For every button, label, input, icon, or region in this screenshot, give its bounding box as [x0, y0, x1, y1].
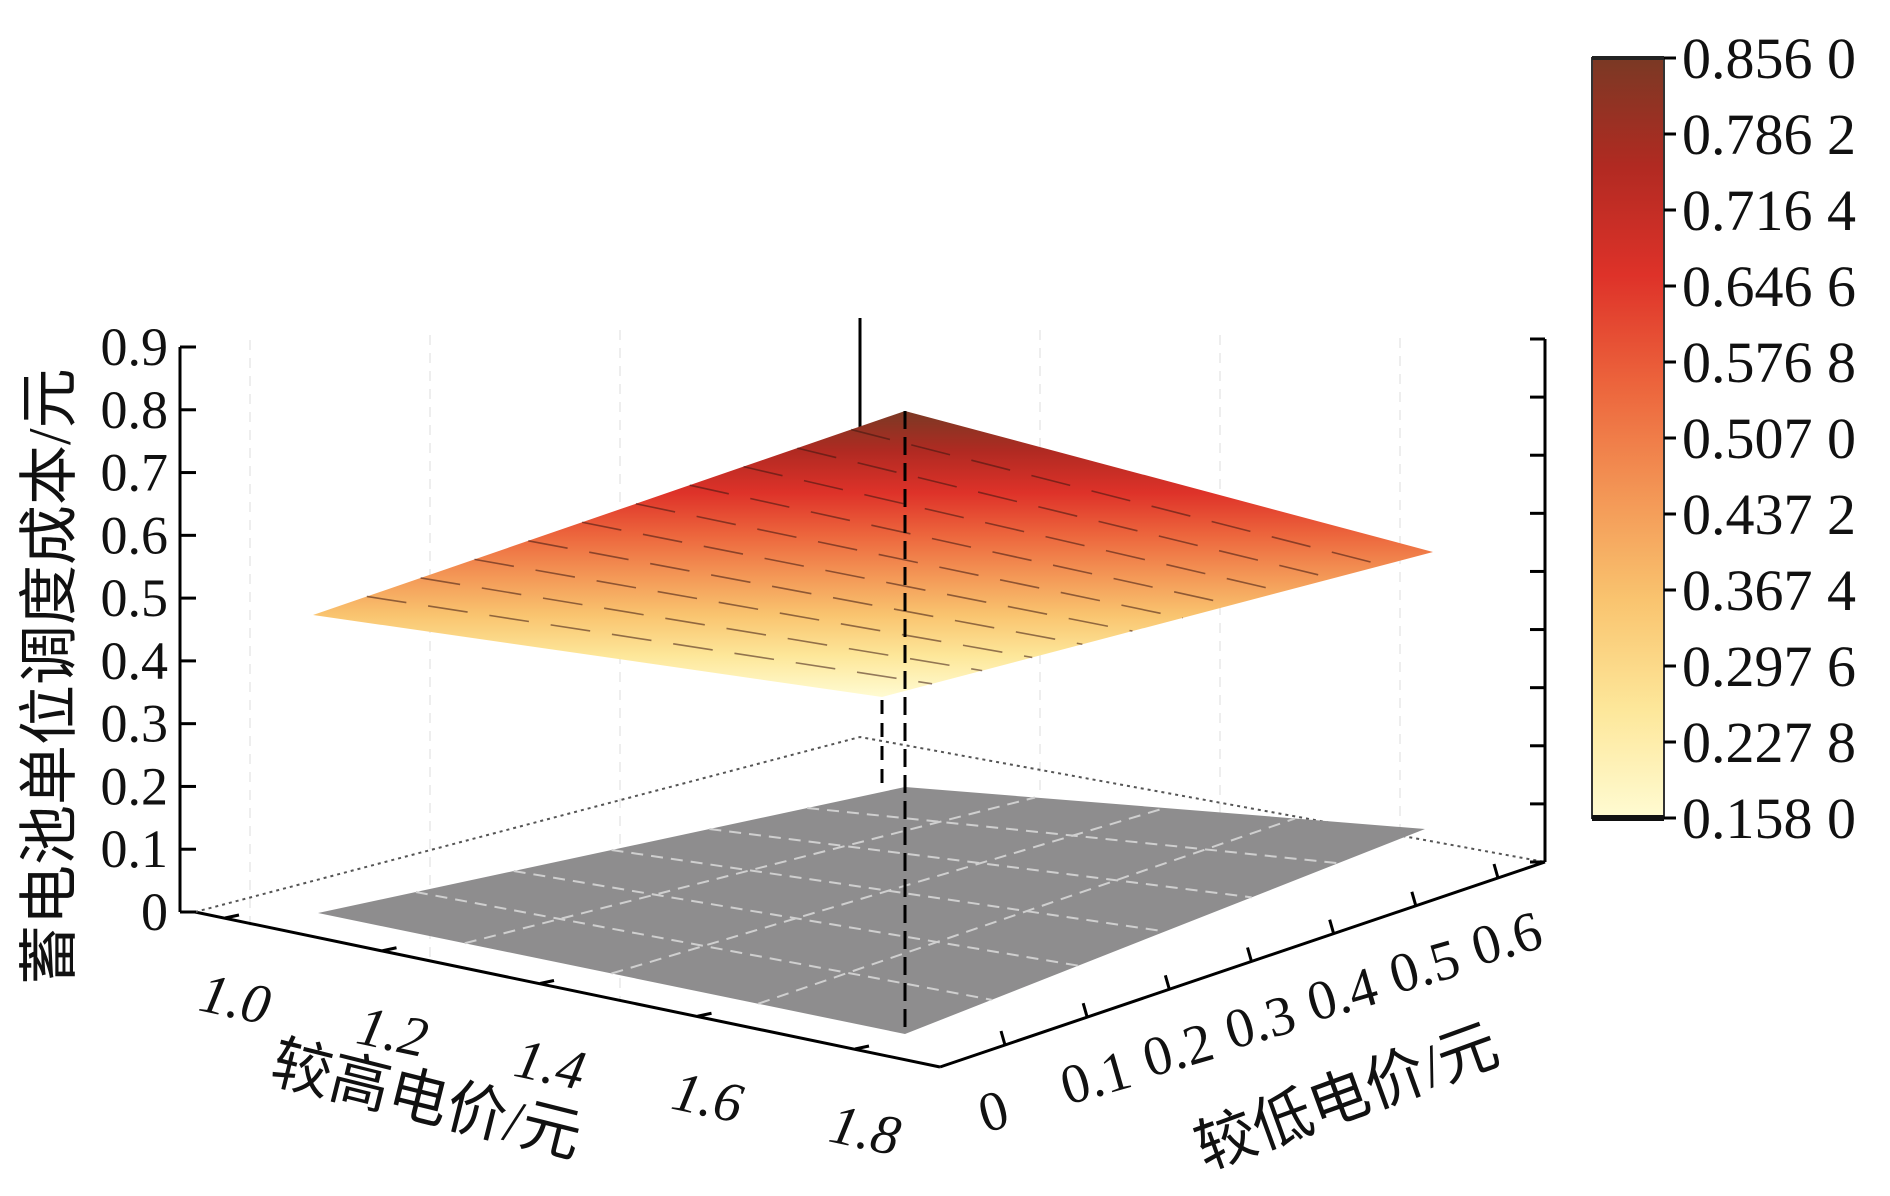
z-tick-label: 0.4 [101, 631, 169, 691]
y-tick-mark [1163, 974, 1171, 990]
surface-contour [850, 428, 1384, 566]
x-tick-mark [224, 913, 240, 920]
colorbar-tick-label: 0.786 2 [1682, 102, 1856, 167]
colorbar-tick-label: 0.576 8 [1682, 330, 1856, 395]
axes-box [178, 318, 1547, 1069]
floor-grid-line [415, 891, 992, 1001]
surface-contour [743, 465, 1283, 593]
x-tick-label: 1.2 [352, 995, 433, 1070]
colorbar-ticks: 0.856 0 0.786 2 0.716 4 0.646 6 0.576 8 0.507… [1664, 26, 1856, 851]
y-tick-mark [1328, 919, 1336, 935]
z-tick-label: 0.5 [101, 568, 169, 628]
y-tick-label: 0.4 [1300, 955, 1384, 1034]
x-tick-mark [854, 1044, 870, 1051]
z-tick-label: 0.6 [101, 505, 169, 565]
x-tick-mark [697, 1011, 712, 1018]
colorbar-tick-label: 0.507 0 [1682, 406, 1856, 471]
surface-contour [689, 484, 1233, 606]
right-axis-ticks [1530, 337, 1545, 864]
z-tick-label: 0 [141, 882, 168, 942]
y-tick-label: 0.3 [1218, 983, 1302, 1062]
floor-projection [318, 787, 1425, 1034]
y-tick-label: 0.6 [1464, 900, 1548, 979]
y-tick-label: 0.5 [1382, 927, 1466, 1006]
x-tick-label: 1.0 [194, 962, 275, 1037]
floor-grid-line [807, 807, 1339, 865]
z-tick-label: 0.1 [101, 819, 169, 879]
surface-contour [474, 558, 1033, 659]
floor-grid-line [513, 870, 1079, 967]
floor-grid [415, 796, 1339, 1005]
y-axis-line [939, 860, 1546, 1069]
y-tick-label: 0.2 [1136, 1011, 1220, 1090]
z-axis-title: 蓄电池单位调度成本/元 [17, 368, 83, 985]
z-tick-label: 0.3 [101, 694, 169, 754]
colorbar-tick-label: 0.856 0 [1682, 26, 1856, 91]
surface-contour [528, 540, 1083, 646]
colorbar-tick-label: 0.646 6 [1682, 254, 1856, 319]
colorbar-tick-label: 0.367 4 [1682, 558, 1856, 623]
colorbar: 0.856 0 0.786 2 0.716 4 0.646 6 0.576 8 0.507… [1591, 26, 1856, 851]
y-tick-label: 0.1 [1054, 1039, 1138, 1118]
x-axis-ticks: 1.0 1.2 1.4 1.6 1.8 [194, 913, 906, 1168]
y-tick-mark [1410, 891, 1418, 907]
colorbar-tick-label: 0.158 0 [1682, 786, 1856, 851]
colorbar-tick-label: 0.297 6 [1682, 634, 1856, 699]
colorbar-gradient [1591, 57, 1665, 819]
floor-grid-line [709, 828, 1252, 899]
surface-contours [366, 428, 1384, 685]
colorbar-tick-label: 0.437 2 [1682, 482, 1856, 547]
y-tick-mark [1246, 947, 1253, 962]
y-tick-label: 0 [971, 1078, 1015, 1145]
y-tick-mark [1492, 863, 1500, 879]
z-tick-label: 0.8 [101, 380, 169, 440]
floor-grid-line [757, 817, 1296, 1005]
x-tick-label: 1.4 [509, 1028, 590, 1103]
z-axis-ticks: 00.10.20.30.40.50.60.70.80.9 [101, 317, 196, 942]
surface-contour [635, 502, 1183, 619]
x-tick-label: 1.6 [667, 1060, 748, 1135]
x-tick-label: 1.8 [824, 1093, 905, 1168]
y-tick-mark [999, 1030, 1007, 1046]
floor-grid-line [611, 849, 1166, 933]
y-tick-mark [1081, 1002, 1089, 1018]
surface [313, 411, 1433, 697]
surface-contour [797, 447, 1334, 580]
surface-contour [581, 521, 1133, 632]
z-tick-label: 0.7 [101, 443, 169, 503]
z-tick-label: 0.9 [101, 317, 169, 377]
surface-contour [420, 577, 983, 672]
colorbar-tick-label: 0.716 4 [1682, 178, 1856, 243]
x-tick-mark [539, 979, 555, 985]
colorbar-tick-label: 0.227 8 [1682, 710, 1856, 775]
x-axis-line [194, 910, 941, 1069]
floor-back-dotted [194, 735, 1546, 913]
z-tick-label: 0.2 [101, 756, 169, 816]
floor-grid-line [464, 796, 1036, 945]
surface-contour [366, 595, 933, 685]
x-tick-mark [382, 946, 397, 953]
